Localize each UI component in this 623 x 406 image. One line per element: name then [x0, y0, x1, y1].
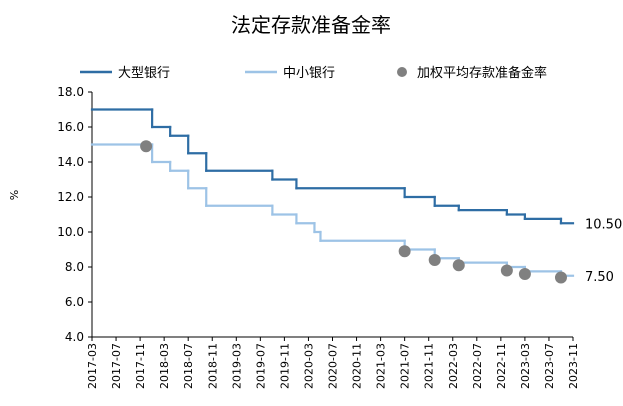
x-tick-label: 2017-03 [86, 343, 99, 389]
x-tick-label: 2018-07 [182, 343, 195, 389]
legend: 大型银行 中小银行 加权平均存款准备金率 [80, 65, 547, 81]
x-tick-label: 2019-03 [230, 343, 243, 389]
weighted-average-point [554, 271, 567, 284]
y-tick-label: 16.0 [57, 120, 84, 134]
x-tick-label: 2020-07 [327, 343, 340, 389]
x-tick-label: 2017-07 [110, 343, 123, 389]
x-tick-label: 2020-11 [351, 343, 364, 389]
weighted-average-point [140, 140, 153, 153]
x-tick-label: 2020-03 [302, 343, 315, 389]
chart-title: 法定存款准备金率 [231, 13, 391, 37]
weighted-average-point [518, 268, 531, 280]
x-tick-label: 2022-07 [471, 343, 484, 389]
series-1-end-label: 7.50 [585, 270, 614, 285]
weighted-average-point [452, 259, 465, 272]
weighted-average-point [428, 254, 441, 266]
x-tick-label: 2017-11 [134, 343, 147, 389]
x-tick-label: 2023-11 [567, 343, 580, 389]
axes: 4.0 6.0 8.0 10.0 12.0 14.0 16.0 18.0 2017-03 2017… [57, 85, 580, 389]
x-tick-label: 2021-03 [375, 343, 388, 389]
y-tick-label: 6.0 [65, 295, 84, 309]
x-tick-label: 2021-07 [399, 343, 412, 389]
y-tick-label: 8.0 [65, 260, 84, 274]
y-tick-label: 14.0 [57, 155, 84, 169]
legend-label-1: 中小银行 [283, 66, 335, 81]
y-tick-label: 18.0 [57, 85, 84, 99]
legend-label-0: 大型银行 [118, 66, 170, 81]
plot-area: 10.50 7.50 [90, 108, 622, 285]
x-tick-label: 2018-11 [206, 343, 219, 389]
y-tick-label: 4.0 [65, 330, 84, 344]
series-0-end-label: 10.50 [585, 217, 622, 232]
legend-label-2: 加权平均存款准备金率 [417, 65, 547, 81]
x-tick-label: 2021-11 [423, 343, 436, 389]
x-tick-label: 2019-07 [254, 343, 267, 389]
weighted-average-point [500, 264, 513, 277]
y-tick-label: 10.0 [57, 225, 84, 239]
y-tick-label: 12.0 [57, 190, 84, 204]
x-tick-label: 2023-07 [543, 343, 556, 389]
x-tick-label: 2022-03 [447, 343, 460, 389]
x-tick-label: 2023-03 [519, 343, 532, 389]
x-tick-label: 2018-03 [158, 343, 171, 389]
legend-marker-2 [397, 67, 407, 77]
x-tick-label: 2022-11 [495, 343, 508, 389]
weighted-average-point [398, 245, 411, 258]
y-axis-label: % [8, 190, 21, 200]
x-tick-label: 2019-11 [278, 343, 291, 389]
